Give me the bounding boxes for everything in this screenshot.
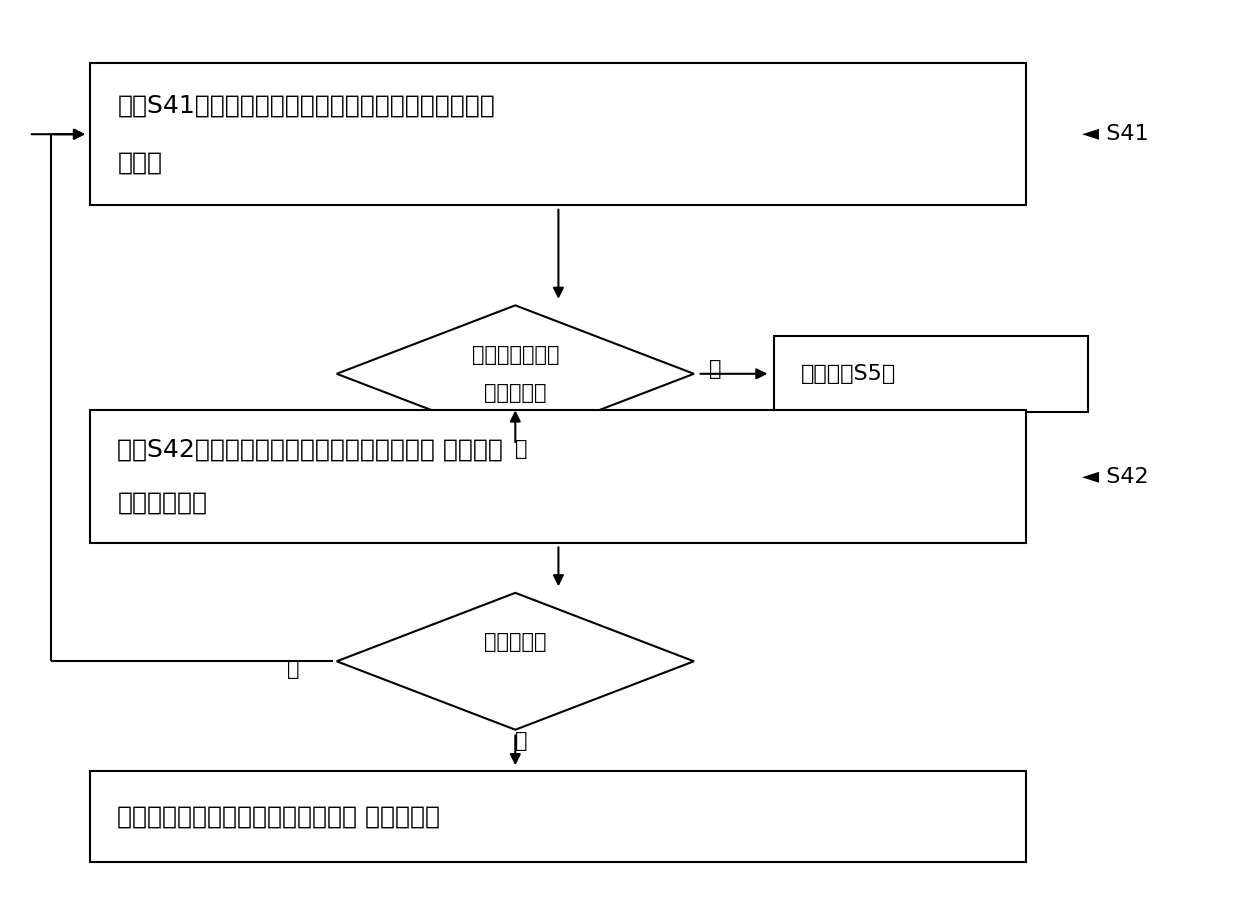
Text: 步骤S41，判断目标小区列表中是否存在一备选的目标: 步骤S41，判断目标小区列表中是否存在一备选的目标 — [118, 94, 495, 118]
Bar — [91, 64, 1027, 205]
Text: 是否存在备选的: 是否存在备选的 — [471, 345, 559, 365]
Text: 是否成功？: 是否成功？ — [484, 633, 547, 652]
Text: 否: 否 — [288, 659, 300, 679]
Bar — [91, 771, 1027, 862]
Text: 步骤S42，对备选的目标小区执行小区重选， 并判断重: 步骤S42，对备选的目标小区执行小区重选， 并判断重 — [118, 438, 503, 462]
Text: 是: 是 — [515, 438, 528, 459]
Text: 选是否成功；: 选是否成功； — [118, 491, 207, 515]
Text: 是: 是 — [515, 730, 528, 751]
Polygon shape — [337, 306, 694, 442]
Text: 小区；: 小区； — [118, 150, 162, 174]
Text: 转至步骤S5。: 转至步骤S5。 — [801, 364, 897, 384]
Polygon shape — [337, 593, 694, 729]
Text: ◄ S42: ◄ S42 — [1081, 467, 1148, 487]
Text: ◄ S41: ◄ S41 — [1081, 123, 1148, 144]
Bar — [91, 410, 1027, 542]
Text: 否: 否 — [708, 359, 722, 379]
Text: 将该目标小区作为服务小区并驻留， 随后退出。: 将该目标小区作为服务小区并驻留， 随后退出。 — [118, 804, 440, 829]
Text: 目标小区？: 目标小区？ — [484, 382, 547, 402]
Bar — [774, 336, 1087, 412]
